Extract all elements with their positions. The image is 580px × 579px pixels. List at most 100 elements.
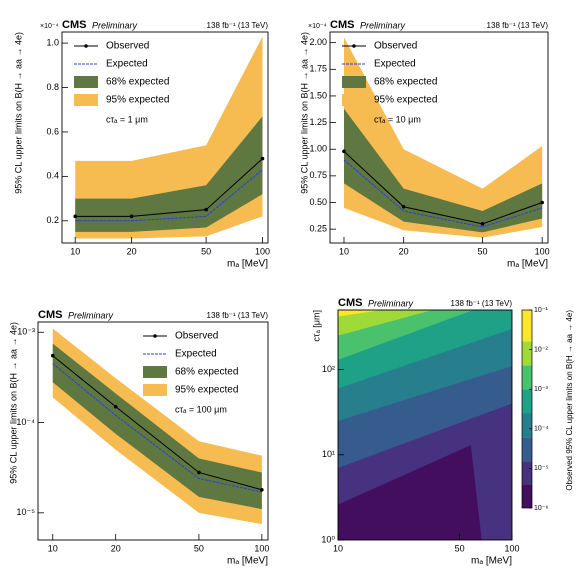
cms-label: CMS	[330, 19, 354, 31]
lumi-label: 138 fb⁻¹ (13 TeV)	[207, 21, 269, 30]
y-tick-label: 10¹	[322, 449, 335, 459]
legend-label: 95% expected	[175, 385, 238, 396]
y-axis-label: 95% CL upper limits on B(H → aa → 4e)	[13, 32, 23, 194]
colorbar-tick-label: 10⁻⁶	[534, 505, 548, 512]
y-tick-label: 0.8	[46, 82, 59, 92]
legend-label: Observed	[175, 331, 218, 342]
marker	[260, 487, 264, 492]
legend-label: 95% expected	[106, 95, 169, 106]
cms-label: CMS	[338, 297, 362, 309]
x-tick-label: 50	[194, 543, 204, 553]
preliminary-label: Preliminary	[360, 20, 406, 30]
marker	[50, 353, 55, 358]
y-axis-label: 95% CL upper limits on B(H → aa → 4e)	[299, 32, 309, 194]
y-scale-label: ×10⁻⁴	[308, 23, 327, 30]
legend-label: Expected	[175, 349, 217, 360]
colorbar-segment	[522, 461, 532, 485]
lumi-label: 138 fb⁻¹ (13 TeV)	[207, 311, 269, 320]
plot-frame	[329, 31, 549, 244]
line	[75, 169, 263, 222]
colorbar-tick-label: 10⁻¹	[534, 307, 548, 314]
marker	[197, 470, 201, 475]
x-tick-label: 10	[333, 543, 343, 553]
marker	[342, 149, 346, 154]
y-tick-label: 0.6	[46, 126, 59, 136]
x-axis-label: mₐ [MeV]	[471, 556, 512, 567]
y-tick-label: 10⁻⁵	[17, 507, 36, 517]
x-tick-label: 100	[255, 246, 270, 256]
y-tick-label: 2.00	[309, 37, 327, 47]
legend-marker	[84, 44, 88, 48]
y-axis-label: cτₐ [μm]	[311, 310, 321, 342]
legend-label: Observed	[374, 41, 417, 52]
legend-swatch	[74, 94, 98, 106]
lumi-label: 138 fb⁻¹ (13 TeV)	[487, 21, 549, 30]
legend-swatch	[143, 366, 167, 378]
x-tick-label: 10	[70, 246, 80, 256]
marker	[540, 200, 544, 205]
legend-marker	[153, 334, 157, 338]
colorbar-label: Observed 95% CL upper limits on B(H → aa…	[565, 310, 574, 491]
legend-label: 68% expected	[106, 77, 169, 88]
preliminary-label: Preliminary	[92, 20, 138, 30]
y-tick-label: 1.50	[309, 90, 327, 100]
y-tick-label: 0.50	[309, 197, 327, 207]
preliminary-label: Preliminary	[368, 298, 414, 308]
contour-band	[338, 310, 512, 336]
annotation: cτₐ = 100 μm	[175, 404, 227, 414]
x-tick-label: 10	[48, 543, 58, 553]
legend-label: Expected	[374, 59, 416, 70]
y-tick-label: 10⁻⁴	[16, 417, 35, 427]
band	[52, 343, 262, 510]
y-tick-label: 1.0	[46, 37, 59, 47]
y-scale-label: ×10⁻⁴	[40, 23, 59, 30]
colorbar-tick-label: 10⁻²	[534, 346, 548, 353]
x-tick-label: 20	[399, 246, 409, 256]
marker	[401, 204, 406, 209]
cms-label: CMS	[62, 19, 86, 31]
legend-label: Expected	[106, 59, 148, 70]
colorbar-segment	[522, 310, 532, 342]
x-axis-label: mₐ [MeV]	[227, 556, 268, 567]
y-tick-label: 0.75	[309, 170, 327, 180]
y-tick-label: 1.75	[309, 64, 327, 74]
colorbar-segment	[522, 437, 532, 462]
marker	[204, 207, 208, 212]
preliminary-label: Preliminary	[68, 310, 114, 320]
colorbar-tick-label: 10⁻³	[534, 386, 548, 393]
band	[75, 116, 263, 232]
colorbar-segment	[522, 484, 532, 508]
contour-band	[338, 310, 512, 317]
colorbar-tick-label: 10⁻⁴	[534, 426, 549, 433]
cms-label: CMS	[38, 309, 62, 321]
line	[52, 355, 262, 491]
x-tick-label: 20	[127, 246, 137, 256]
y-tick-label: 10²	[322, 364, 335, 374]
x-axis-label: mₐ [MeV]	[227, 259, 268, 270]
marker	[260, 156, 265, 161]
line	[343, 159, 543, 228]
marker	[129, 214, 134, 219]
lumi-label: 138 fb⁻¹ (13 TeV)	[451, 299, 513, 308]
y-tick-label: 1.25	[309, 117, 327, 127]
marker	[113, 404, 118, 409]
y-tick-label: 0.25	[309, 224, 327, 234]
x-tick-label: 50	[478, 246, 488, 256]
legend-label: Observed	[106, 41, 149, 52]
band	[343, 108, 543, 233]
line	[343, 150, 543, 225]
colorbar-tick-label: 10⁻⁵	[534, 465, 548, 472]
legend-swatch	[74, 76, 98, 88]
y-tick-label: 10⁰	[321, 534, 335, 544]
plot-frame	[337, 309, 513, 541]
x-tick-label: 100	[504, 543, 519, 553]
y-tick-label: 0.2	[46, 215, 59, 225]
colorbar-frame	[521, 309, 533, 509]
marker	[73, 214, 78, 219]
marker	[480, 222, 485, 226]
legend-swatch	[342, 94, 366, 106]
y-tick-label: 1.00	[309, 144, 327, 154]
x-tick-label: 100	[254, 543, 269, 553]
x-tick-label: 50	[201, 246, 211, 256]
